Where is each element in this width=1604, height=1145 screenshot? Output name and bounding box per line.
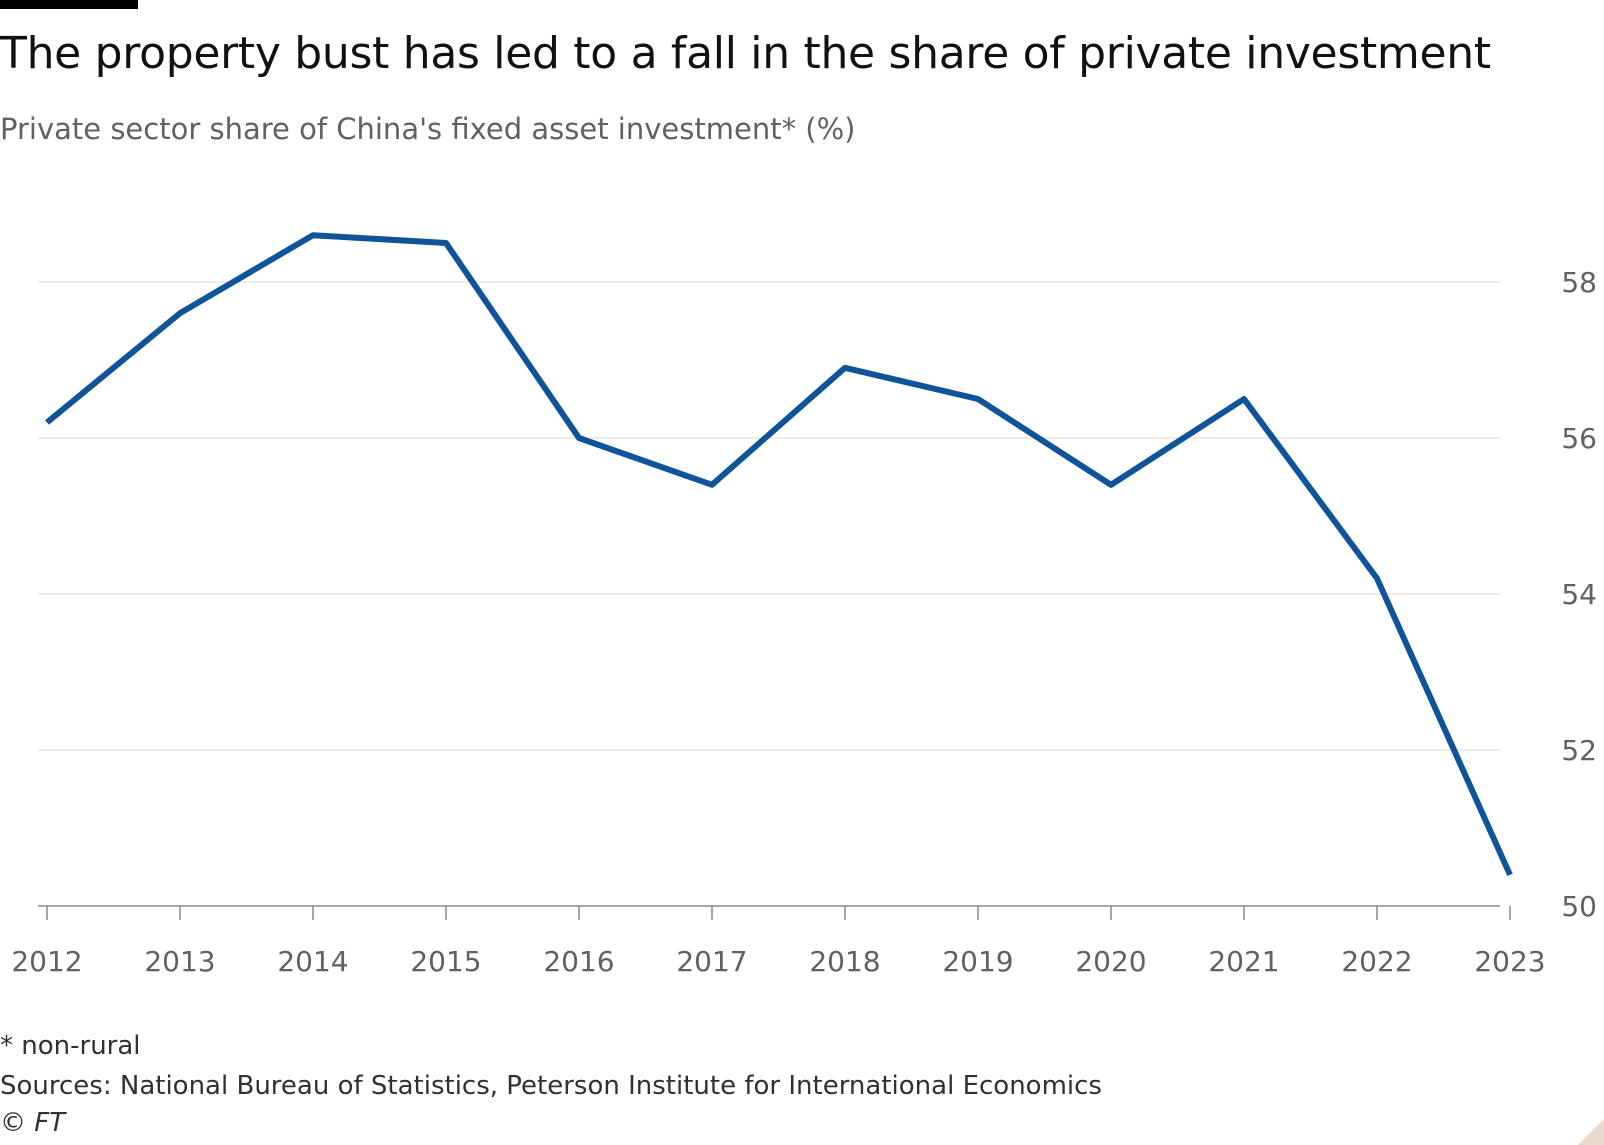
x-tick-label: 2017 xyxy=(676,945,747,978)
x-tick-label: 2013 xyxy=(144,945,215,978)
y-tick-label: 52 xyxy=(1561,734,1597,767)
chart-subtitle: Private sector share of China's fixed as… xyxy=(0,112,856,146)
chart-title: The property bust has led to a fall in t… xyxy=(0,28,1491,79)
y-tick-label: 50 xyxy=(1561,890,1597,923)
x-tick-label: 2012 xyxy=(11,945,82,978)
x-tick-label: 2018 xyxy=(809,945,880,978)
corner-mark xyxy=(1578,1119,1604,1145)
y-tick-label: 54 xyxy=(1561,578,1597,611)
x-tick-label: 2022 xyxy=(1341,945,1412,978)
x-tick-label: 2021 xyxy=(1208,945,1279,978)
sources-note: Sources: National Bureau of Statistics, … xyxy=(0,1071,1102,1101)
footnote: * non-rural xyxy=(0,1031,141,1061)
x-tick-label: 2014 xyxy=(277,945,348,978)
x-tick-label: 2020 xyxy=(1075,945,1146,978)
copyright: © FT xyxy=(0,1108,66,1138)
top-accent-bar xyxy=(0,0,138,9)
y-tick-label: 58 xyxy=(1561,266,1597,299)
x-tick-label: 2023 xyxy=(1474,945,1545,978)
x-tick-label: 2016 xyxy=(543,945,614,978)
y-tick-label: 56 xyxy=(1561,422,1597,455)
x-tick-label: 2015 xyxy=(410,945,481,978)
series-line xyxy=(45,232,1513,877)
x-tick-label: 2019 xyxy=(942,945,1013,978)
